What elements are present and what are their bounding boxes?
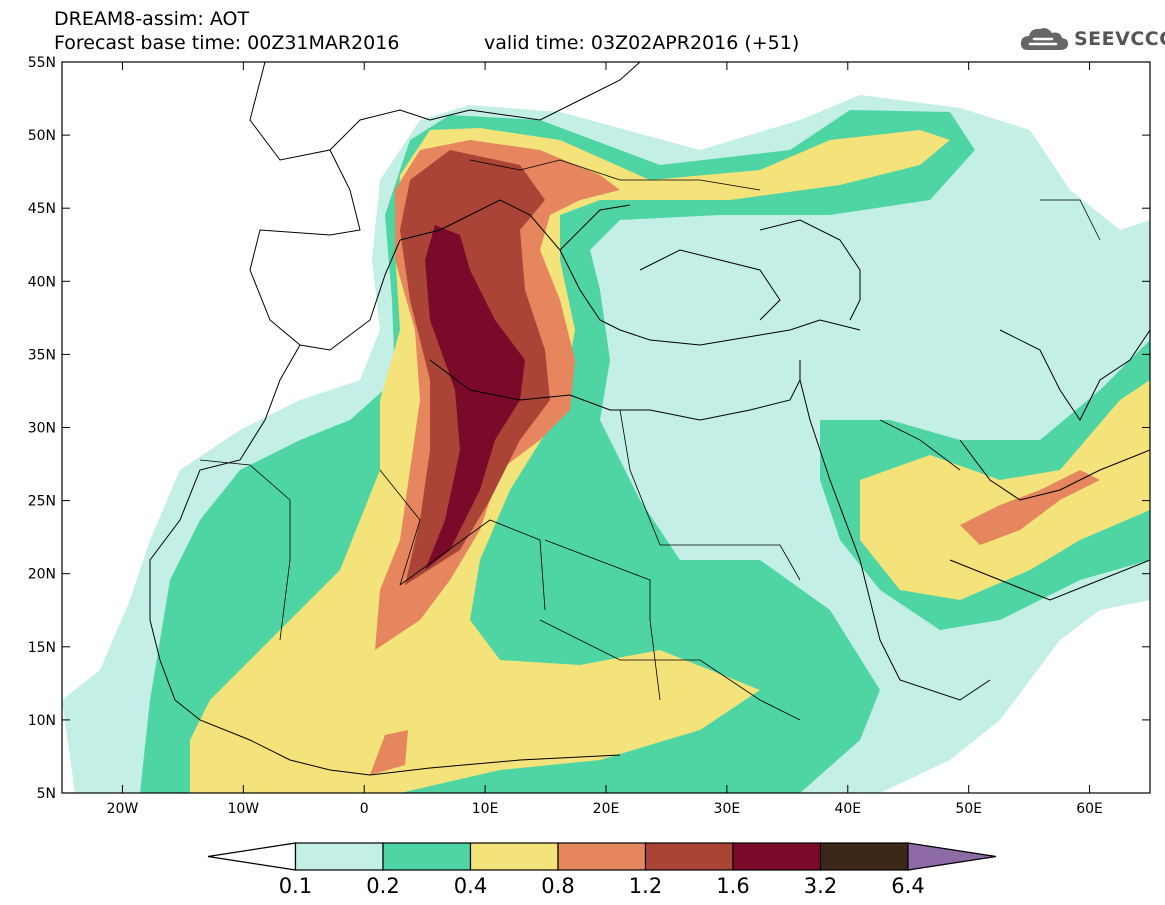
seevccc-logo: SEEVCCC xyxy=(1018,24,1165,54)
lat-tick-label: 10N xyxy=(28,713,56,729)
lon-tick-label: 60E xyxy=(1076,801,1103,817)
colorbar-arrow-high xyxy=(907,842,997,871)
logo-text: SEEVCCC xyxy=(1074,28,1165,50)
colorbar-segment xyxy=(294,842,384,871)
country-borders xyxy=(199,159,1101,721)
colorbar-segment xyxy=(382,842,472,871)
lat-tick-label: 30N xyxy=(28,421,56,437)
colorbar-label: 6.4 xyxy=(891,874,924,898)
lat-tick-label: 15N xyxy=(28,640,56,656)
colorbar-label: 1.6 xyxy=(716,874,749,898)
colorbar-label: 0.8 xyxy=(541,874,574,898)
lon-tick-label: 20W xyxy=(107,801,139,817)
aot-band-0.8-arabia xyxy=(960,470,1100,545)
lon-tick-label: 20E xyxy=(593,801,620,817)
colorbar-label: 0.1 xyxy=(279,874,312,898)
aot-band-1.6 xyxy=(425,225,525,570)
lat-tick-label: 40N xyxy=(28,274,56,290)
lon-tick-label: 40E xyxy=(834,801,861,817)
colorbar-segment xyxy=(732,842,822,871)
colorbar-segment xyxy=(557,842,647,871)
lat-tick-label: 45N xyxy=(28,201,56,217)
longitude-ticks: 20W 10W 0 10E 20E 30E 40E 50E 60E xyxy=(107,62,1103,817)
valid-time: valid time: 03Z02APR2016 (+51) xyxy=(484,32,800,54)
coastlines xyxy=(149,62,1150,776)
aot-band-0.8-spot xyxy=(370,730,408,775)
colorbar-arrow-low xyxy=(207,842,297,871)
colorbar: 0.1 0.2 0.4 0.8 1.2 1.6 3.2 6.4 xyxy=(207,842,997,898)
lat-tick-label: 25N xyxy=(28,494,56,510)
colorbar-label: 0.4 xyxy=(454,874,487,898)
forecast-base-time: Forecast base time: 00Z31MAR2016 xyxy=(54,32,400,54)
lat-tick-label: 50N xyxy=(28,128,56,144)
colorbar-segment xyxy=(819,842,909,871)
lon-tick-label: 50E xyxy=(955,801,982,817)
lat-tick-label: 55N xyxy=(28,55,56,71)
colorbar-label: 3.2 xyxy=(804,874,837,898)
lon-tick-label: 10E xyxy=(472,801,499,817)
map-title: DREAM8-assim: AOT xyxy=(54,8,250,30)
cloud-icon xyxy=(1020,28,1069,50)
colorbar-label: 1.2 xyxy=(629,874,662,898)
latitude-ticks: 55N 50N 45N 40N 35N 30N 25N 20N 15N 10N 5N xyxy=(28,55,1150,802)
lon-tick-label: 0 xyxy=(360,801,369,817)
colorbar-segment xyxy=(644,842,734,871)
colorbar-label: 0.2 xyxy=(366,874,399,898)
lon-tick-label: 10W xyxy=(227,801,259,817)
colorbar-segment xyxy=(469,842,559,871)
lat-tick-label: 35N xyxy=(28,347,56,363)
lon-tick-label: 30E xyxy=(714,801,741,817)
lat-tick-label: 5N xyxy=(37,786,56,802)
lat-tick-label: 20N xyxy=(28,567,56,583)
